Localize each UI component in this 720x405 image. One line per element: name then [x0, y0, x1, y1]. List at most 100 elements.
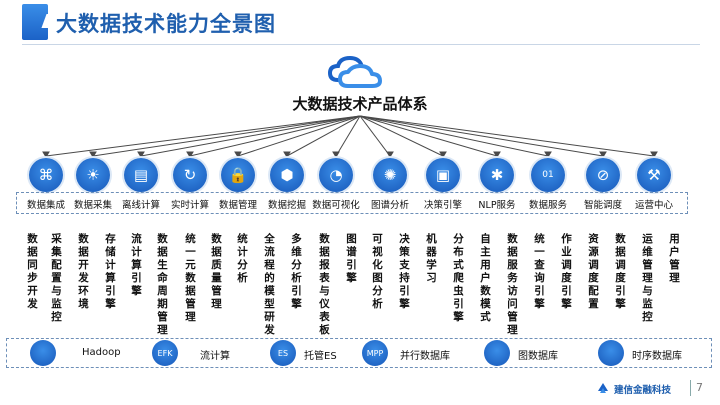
cloud-logo-icon [327, 55, 382, 88]
connector-line [92, 115, 361, 157]
connector-line [359, 115, 655, 157]
module-label: 数据可视化 [312, 200, 360, 211]
connector-arrow [332, 151, 340, 158]
es-icon: ES [270, 340, 296, 366]
footer-brand: 建信金融科技 [614, 385, 672, 396]
tech-label: 时序数据库 [632, 351, 682, 362]
connector-line [359, 115, 604, 157]
refresh-icon: ↻ [173, 158, 207, 192]
connector-arrow [544, 151, 552, 158]
module-label-bar [16, 192, 688, 214]
lightbulb-icon: ☀ [76, 158, 110, 192]
cube-icon: ⬢ [270, 158, 304, 192]
connector-line [286, 115, 361, 157]
capability-text: 数据报表与仪表板 [319, 233, 330, 336]
connector-arrow [599, 151, 607, 158]
graph-icon: ✺ [373, 158, 407, 192]
footer-divider [690, 380, 691, 396]
connector-arrow [493, 151, 501, 158]
capability-text: 图谱引擎 [346, 233, 357, 284]
module-label: 数据服务 [528, 200, 568, 211]
pie-icon: ◔ [319, 158, 353, 192]
tools-icon: ⚒ [637, 158, 671, 192]
capability-text: 全流程的模型研发 [264, 233, 275, 336]
connector-arrow [283, 151, 291, 158]
tech-label: Hadoop [82, 347, 121, 358]
graph-db-icon [484, 340, 510, 366]
connector-line [335, 115, 361, 157]
module-label: 数据集成 [26, 200, 66, 211]
connector-arrow [42, 151, 50, 158]
binary-icon: 01 [531, 158, 565, 192]
capability-text: 统一查询引擎 [534, 233, 545, 310]
brand-logo-icon [598, 383, 608, 393]
page-title: 大数据技术能力全景图 [56, 12, 276, 36]
title-divider [22, 44, 700, 45]
capability-text: 数据服务访问管理 [507, 233, 518, 336]
capability-text: 可视化图分析 [372, 233, 383, 310]
connector-arrow [89, 151, 97, 158]
capability-text: 统一元数据管理 [185, 233, 196, 323]
capability-text: 数据开发环境 [78, 233, 89, 310]
tech-label: 流计算 [200, 351, 230, 362]
lock-icon: 🔒 [221, 158, 255, 192]
connector-line [359, 115, 444, 157]
module-label: 运营中心 [634, 200, 674, 211]
tech-stack-bar [6, 338, 712, 368]
tech-label: 图数据库 [518, 351, 558, 362]
capability-text: 自主用户数模式 [480, 233, 491, 323]
capability-text: 多维分析引擎 [291, 233, 302, 310]
mpp-icon: MPP [362, 340, 388, 366]
module-label: 决策引擎 [423, 200, 463, 211]
capability-text: 采集配置与监控 [51, 233, 62, 323]
bug-icon: ✱ [480, 158, 514, 192]
connector-line [237, 115, 361, 157]
capability-text: 用户管理 [669, 233, 680, 284]
capability-text: 存储计算引擎 [105, 233, 116, 310]
capability-text: 数据同步开发 [27, 233, 38, 310]
clock-icon [598, 340, 624, 366]
screen-chart-icon: ▣ [426, 158, 460, 192]
system-title: 大数据技术产品体系 [292, 95, 428, 113]
module-label: 数据采集 [73, 200, 113, 211]
tech-badge: MPP [366, 348, 384, 358]
module-label: 实时计算 [170, 200, 210, 211]
module-label: NLP服务 [478, 200, 516, 211]
network-icon: ⌘ [29, 158, 63, 192]
capability-text: 决策支持引擎 [399, 233, 410, 310]
tech-label: 并行数据库 [400, 351, 450, 362]
connector-line [359, 115, 549, 157]
tech-badge: ES [277, 348, 289, 358]
title-accent-block [22, 4, 48, 40]
tech-label: 托管ES [304, 351, 337, 362]
connector-arrow [439, 151, 447, 158]
slash-icon: ⊘ [586, 158, 620, 192]
capability-text: 运维管理与监控 [642, 233, 653, 323]
module-label: 数据管理 [218, 200, 258, 211]
connector-line [189, 115, 361, 157]
connector-arrow [234, 151, 242, 158]
capability-text: 统计分析 [237, 233, 248, 284]
capability-text: 机器学习 [426, 233, 437, 284]
module-label: 离线计算 [121, 200, 161, 211]
elephant-icon [30, 340, 56, 366]
capability-text: 流计算引擎 [131, 233, 142, 297]
connector-line [359, 115, 391, 157]
page-number: 7 [696, 381, 703, 394]
module-label: 图谱分析 [370, 200, 410, 211]
connector-arrow [386, 151, 394, 158]
capability-text: 数据质量管理 [211, 233, 222, 310]
capability-text: 数据生命周期管理 [157, 233, 168, 336]
capability-text: 分布式爬虫引擎 [453, 233, 464, 323]
folders-icon: ▤ [124, 158, 158, 192]
module-label: 数据挖掘 [267, 200, 307, 211]
capability-text: 资源调度配置 [588, 233, 599, 310]
connector-line [45, 115, 361, 157]
connector-line [140, 115, 361, 157]
capability-text: 作业调度引擎 [561, 233, 572, 310]
connector-arrow [186, 151, 194, 158]
capability-text: 数据调度引擎 [615, 233, 626, 310]
efk-icon: EFK [152, 340, 178, 366]
connector-line [359, 115, 498, 157]
connector-arrow [650, 151, 658, 158]
